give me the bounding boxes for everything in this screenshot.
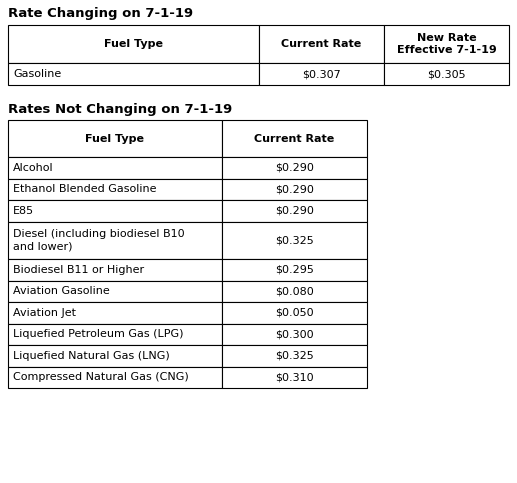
Text: $0.305: $0.305 <box>427 69 466 79</box>
Text: $0.300: $0.300 <box>275 329 314 339</box>
Bar <box>8 120 222 157</box>
Text: New Rate
Effective 7-1-19: New Rate Effective 7-1-19 <box>397 33 496 55</box>
Text: $0.290: $0.290 <box>275 206 314 216</box>
Bar <box>222 367 367 388</box>
Bar <box>222 200 367 222</box>
Text: Diesel (including biodiesel B10
and lower): Diesel (including biodiesel B10 and lowe… <box>13 229 185 252</box>
Bar <box>8 222 222 259</box>
Bar <box>222 120 367 157</box>
Bar <box>384 63 509 85</box>
Text: $0.290: $0.290 <box>275 163 314 173</box>
Text: $0.307: $0.307 <box>302 69 341 79</box>
Bar <box>222 345 367 367</box>
Text: Gasoline: Gasoline <box>13 69 61 79</box>
Bar <box>8 179 222 200</box>
Bar <box>8 63 258 85</box>
Text: Alcohol: Alcohol <box>13 163 54 173</box>
Bar <box>222 324 367 345</box>
Text: E85: E85 <box>13 206 34 216</box>
Text: $0.310: $0.310 <box>275 372 314 382</box>
Text: Compressed Natural Gas (CNG): Compressed Natural Gas (CNG) <box>13 372 189 382</box>
Bar <box>258 25 384 63</box>
Text: $0.290: $0.290 <box>275 184 314 194</box>
Text: $0.050: $0.050 <box>275 308 314 318</box>
Text: Rates Not Changing on 7-1-19: Rates Not Changing on 7-1-19 <box>8 103 232 116</box>
Text: Biodiesel B11 or Higher: Biodiesel B11 or Higher <box>13 265 144 275</box>
Text: Aviation Gasoline: Aviation Gasoline <box>13 286 110 296</box>
Bar <box>222 157 367 179</box>
Text: $0.325: $0.325 <box>275 351 314 361</box>
Bar <box>222 222 367 259</box>
Text: Aviation Jet: Aviation Jet <box>13 308 76 318</box>
Text: Fuel Type: Fuel Type <box>85 133 144 143</box>
Bar <box>8 302 222 324</box>
Text: $0.325: $0.325 <box>275 235 314 245</box>
Bar <box>222 281 367 302</box>
Text: $0.080: $0.080 <box>275 286 314 296</box>
Bar <box>384 25 509 63</box>
Bar <box>8 367 222 388</box>
Bar <box>258 63 384 85</box>
Text: Liquefied Petroleum Gas (LPG): Liquefied Petroleum Gas (LPG) <box>13 329 184 339</box>
Bar <box>8 200 222 222</box>
Text: Fuel Type: Fuel Type <box>104 39 163 49</box>
Bar <box>8 25 258 63</box>
Text: Current Rate: Current Rate <box>254 133 334 143</box>
Bar <box>222 179 367 200</box>
Bar <box>8 259 222 281</box>
Bar <box>8 345 222 367</box>
Bar <box>8 281 222 302</box>
Text: Liquefied Natural Gas (LNG): Liquefied Natural Gas (LNG) <box>13 351 170 361</box>
Bar <box>222 259 367 281</box>
Text: Rate Changing on 7-1-19: Rate Changing on 7-1-19 <box>8 7 193 20</box>
Bar <box>222 302 367 324</box>
Bar <box>8 324 222 345</box>
Text: $0.295: $0.295 <box>275 265 314 275</box>
Bar <box>8 157 222 179</box>
Text: Current Rate: Current Rate <box>281 39 361 49</box>
Text: Ethanol Blended Gasoline: Ethanol Blended Gasoline <box>13 184 157 194</box>
